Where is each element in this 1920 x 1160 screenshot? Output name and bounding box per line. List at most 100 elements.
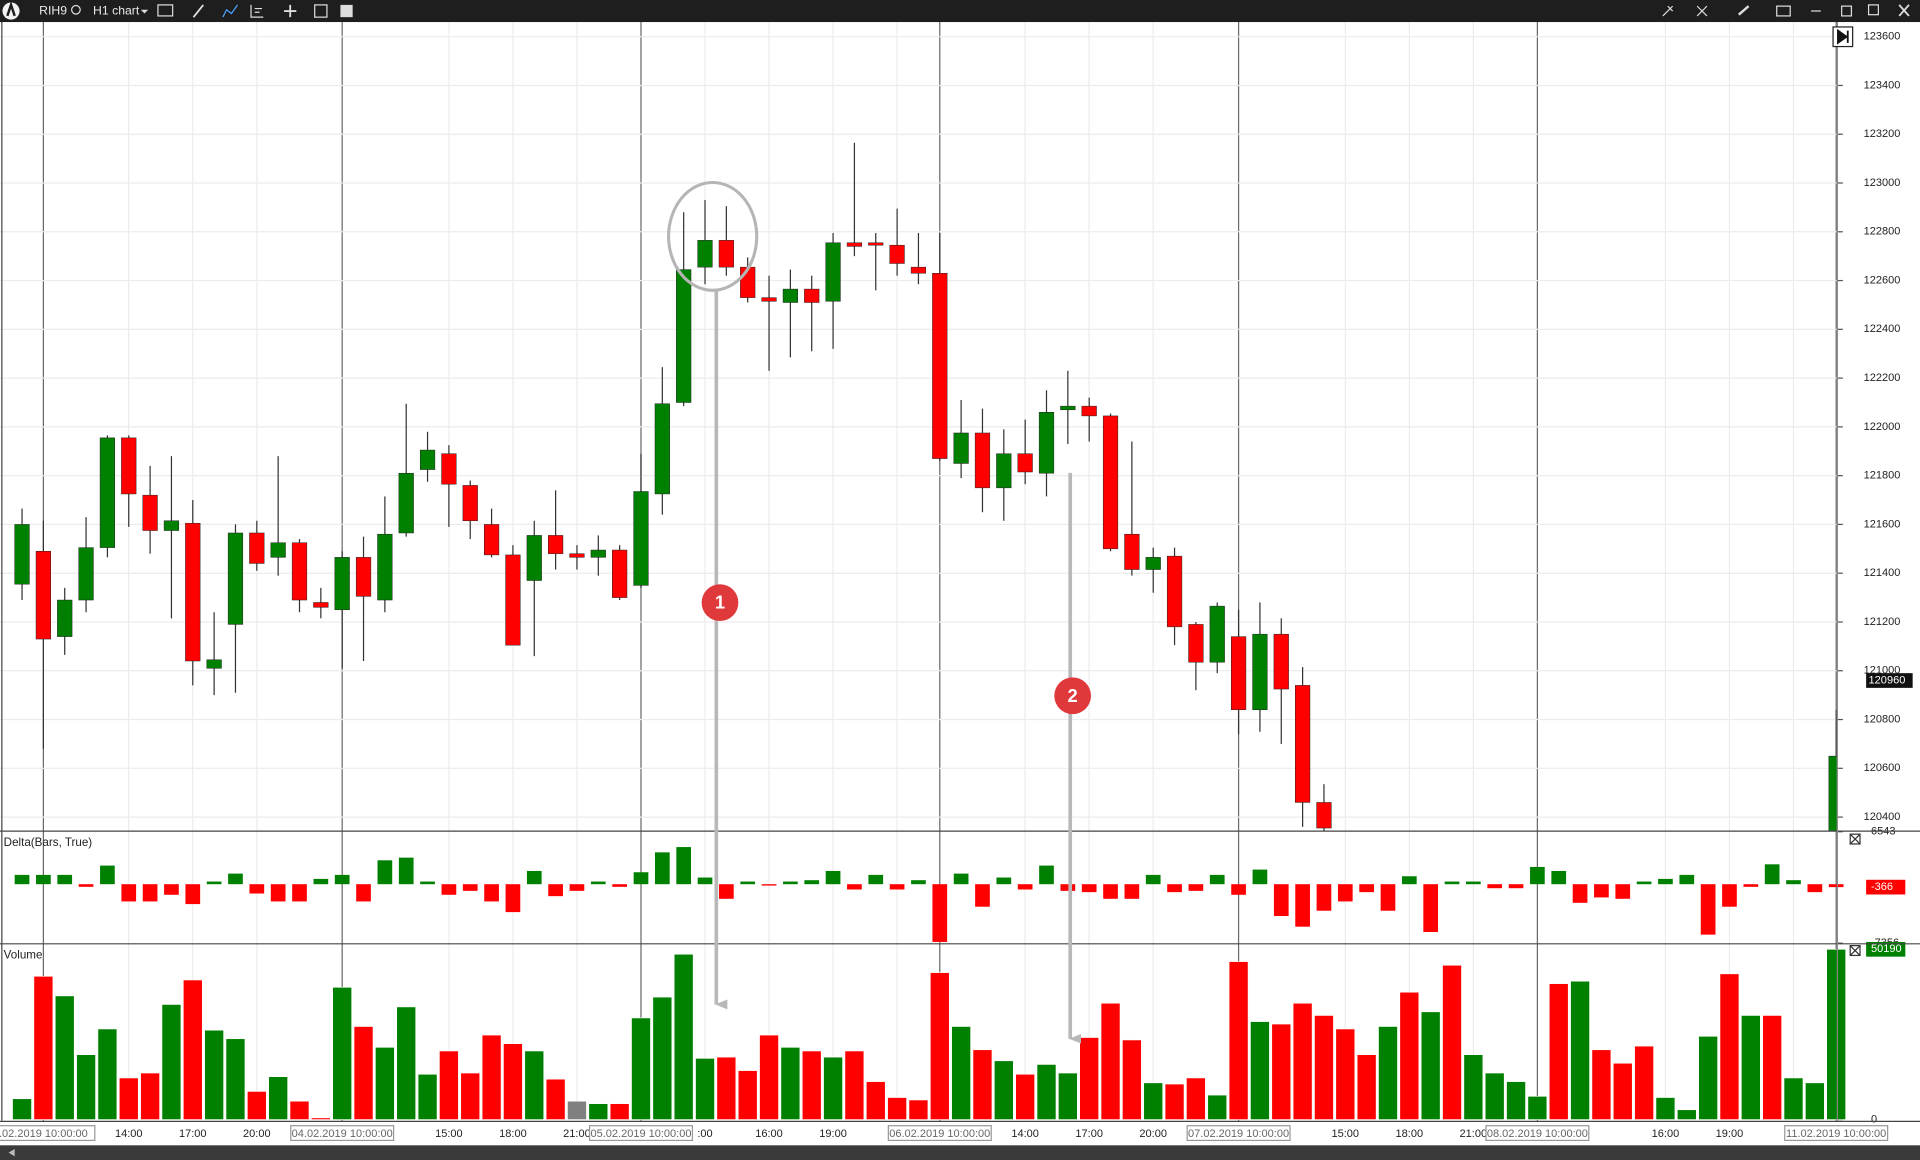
toolbar-icon[interactable] [1662,5,1674,17]
toolbar-icon[interactable] [1737,5,1750,16]
candle-body [569,553,585,558]
bar [161,1004,182,1120]
bar [823,1056,843,1120]
bar [36,874,51,885]
bar [652,996,673,1120]
bar [1764,864,1780,885]
bar [631,1017,651,1120]
candle-body [633,491,649,586]
dropdown-icon[interactable] [140,9,149,14]
candle-body [78,547,94,601]
candle-body [846,242,863,247]
bar [825,870,841,885]
candle-body [398,472,414,534]
toolbar-icon[interactable] [222,4,239,18]
maximize-button[interactable] [1841,5,1853,17]
button-icon [1837,28,1849,45]
search-icon[interactable] [71,4,81,15]
close-icon [1849,833,1861,845]
bar [76,1054,96,1120]
bar [270,884,286,902]
scrollbar[interactable] [0,1145,1920,1160]
bar [1252,869,1268,885]
candle-body [270,542,286,558]
bar [1572,884,1588,903]
bar [994,1060,1014,1120]
toolbar-icon[interactable] [1776,5,1791,17]
bar [569,884,585,891]
bar [206,881,222,885]
chart-name[interactable]: H1 chart [93,3,140,17]
highlight-ellipse [667,180,759,292]
bar [1399,991,1420,1120]
y-tick-label: 121800 [1864,470,1901,482]
x-tick-label: 14:00 [115,1128,143,1140]
bar [1487,884,1503,889]
bar [375,1047,395,1120]
x-tick-label: 15:00 [1332,1128,1360,1140]
candle-body [1060,405,1076,411]
toolbar-icon[interactable] [192,4,204,18]
bar [524,1050,545,1120]
last-value-box [1866,879,1906,895]
bar [142,884,158,902]
candle-body [676,269,692,403]
bar [1807,884,1823,893]
bar [164,884,179,895]
candle-body [1273,633,1289,690]
symbol[interactable]: RIH9 [39,3,67,17]
close-panel-button[interactable] [1849,833,1861,845]
bar [1676,1109,1697,1120]
candle-body [483,524,500,556]
bar [1292,1002,1313,1120]
bar [247,1091,267,1120]
bar [396,1006,417,1120]
candle-body [974,432,991,489]
candle-body [782,288,798,303]
candle-body [462,485,478,522]
restore-button[interactable] [1867,4,1879,16]
candle-body [249,532,265,564]
bar [1786,880,1801,885]
bar [801,1050,822,1120]
bar [1442,964,1462,1120]
candle-body [57,599,73,637]
toolbar-icon[interactable] [340,4,353,18]
scroll-left[interactable] [8,1148,15,1157]
bar [1719,973,1740,1120]
close-panel-button[interactable] [1849,945,1861,957]
bar [1228,961,1249,1120]
bar [590,881,606,885]
bar [505,884,521,913]
toolbar-icon[interactable] [1696,5,1708,17]
bar [697,877,713,885]
bar [1145,874,1161,885]
candle-body [1038,412,1055,474]
bar [953,873,969,885]
candle-body [1102,415,1119,550]
bar [908,1099,929,1120]
candle-body [612,549,628,598]
bar [1591,1049,1612,1120]
x-tick-label: 08.02.2019 10:00:00 [1487,1128,1588,1140]
candle-body [121,437,137,495]
bar [1423,884,1439,932]
bar [633,872,649,885]
bar [1164,1083,1185,1120]
candle-body [548,535,564,554]
toolbar-icon[interactable] [250,4,264,18]
candle-body [761,297,777,302]
bar [460,1072,481,1120]
toolbar-icon[interactable] [314,4,328,18]
toolbar-icon[interactable] [284,4,297,18]
scroll-end-button[interactable] [1832,26,1854,48]
bar [1271,1023,1292,1120]
x-label-box [1485,1125,1590,1142]
candle-body [996,453,1012,489]
bar [356,884,371,902]
x-tick-label: 11.02.2019 10:00:00 [1786,1128,1886,1140]
close-button[interactable] [1898,4,1910,17]
toolbar-icon[interactable] [157,4,174,17]
bar [612,884,627,887]
